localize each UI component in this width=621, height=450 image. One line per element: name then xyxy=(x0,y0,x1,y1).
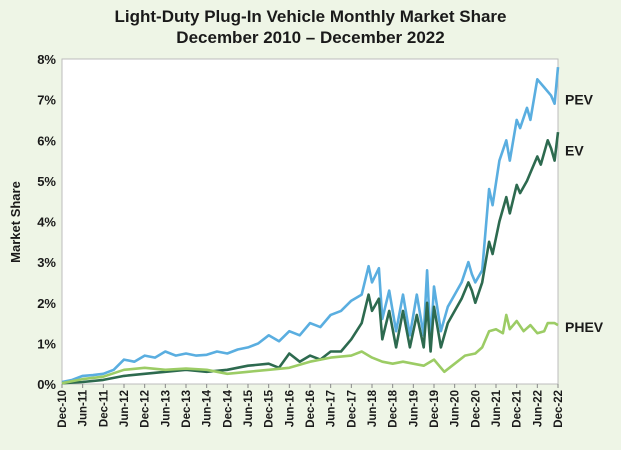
y-tick-label: 1% xyxy=(37,336,56,351)
series-labels: PEV EV PHEV xyxy=(565,92,604,336)
x-tick-label: Dec-17 xyxy=(346,390,358,428)
x-tick-label: Dec-20 xyxy=(470,390,482,428)
y-tick-label: 3% xyxy=(37,255,56,270)
x-tick-label: Jun-22 xyxy=(532,390,544,427)
x-tick-label: Jun-15 xyxy=(243,389,255,427)
x-tick-label: Dec-12 xyxy=(140,390,152,428)
y-tick-label: 8% xyxy=(37,52,56,67)
x-tick-label: Jun-13 xyxy=(160,390,172,427)
y-tick-label: 5% xyxy=(37,174,56,189)
y-tick-label: 4% xyxy=(37,215,56,230)
chart-title: Light-Duty Plug-In Vehicle Monthly Marke… xyxy=(114,7,507,26)
series-label-pev: PEV xyxy=(565,92,594,108)
series-line-pev xyxy=(61,66,560,384)
x-tick-label: Jun-19 xyxy=(408,390,420,427)
x-tick-label: Jun-11 xyxy=(78,389,90,426)
series-lines xyxy=(61,66,560,385)
series-label-ev: EV xyxy=(565,142,584,158)
x-tick-label: Dec-19 xyxy=(429,390,441,428)
y-tick-label: 2% xyxy=(37,296,56,311)
x-tick-label: Jun-12 xyxy=(119,390,131,427)
x-tick-label: Jun-17 xyxy=(326,390,338,427)
x-tick-label: Dec-11 xyxy=(98,389,110,427)
x-tick-label: Jun-14 xyxy=(202,389,214,427)
x-tick-label: Dec-21 xyxy=(512,389,524,427)
y-tick-label: 7% xyxy=(37,93,56,108)
x-tick-label: Dec-14 xyxy=(222,389,234,427)
y-tick-label: 0% xyxy=(37,377,56,392)
x-tick-label: Dec-15 xyxy=(264,389,276,427)
series-line-phev xyxy=(61,313,559,385)
x-tick-label: Jun-18 xyxy=(367,389,379,427)
x-tick-label: Jun-20 xyxy=(450,390,462,427)
x-tick-label: Dec-18 xyxy=(388,389,400,427)
x-tick-label: Jun-16 xyxy=(284,390,296,427)
y-tick-label: 6% xyxy=(37,133,56,148)
series-line-ev xyxy=(61,131,560,385)
x-tick-label: Dec-16 xyxy=(305,390,317,428)
x-tick-label: Jun-21 xyxy=(491,389,503,427)
x-tick-label: Dec-22 xyxy=(553,390,565,428)
chart-title-block: Light-Duty Plug-In Vehicle Monthly Marke… xyxy=(0,6,621,48)
x-tick-label: Dec-13 xyxy=(181,390,193,428)
series-label-phev: PHEV xyxy=(565,319,604,335)
y-axis-label: Market Share xyxy=(8,181,23,263)
chart-subtitle: December 2010 – December 2022 xyxy=(176,28,445,47)
x-tick-label: Dec-10 xyxy=(57,390,69,428)
x-axis: Dec-10 Jun-11 Dec-11 Jun-12 Dec-12 Jun-13 Dec-… xyxy=(57,384,565,428)
y-axis: 0% 1% 2% 3% 4% 5% 6% 7% 8% xyxy=(37,52,56,392)
plot-area xyxy=(61,58,559,385)
